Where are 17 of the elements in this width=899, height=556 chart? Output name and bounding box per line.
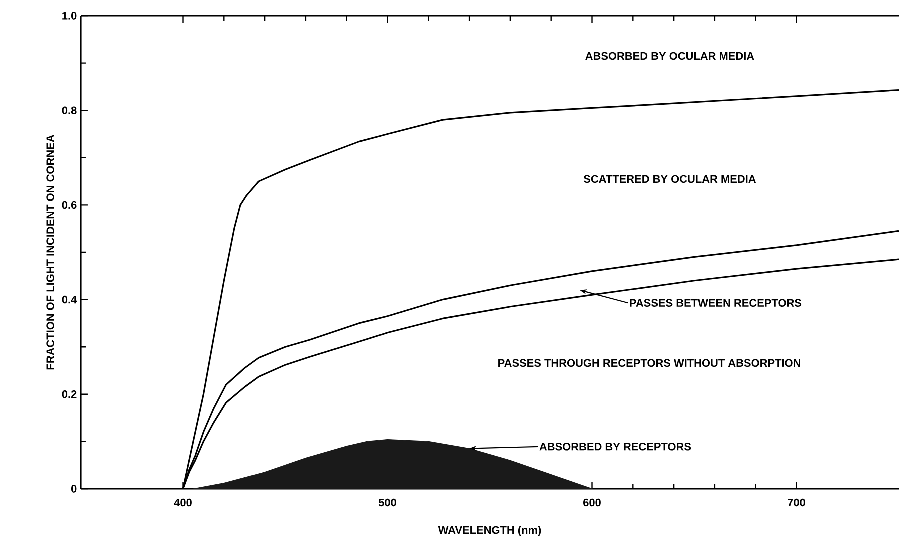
annotation: ABSORBED BY OCULAR MEDIA xyxy=(586,52,754,60)
y-tick-label: 0.2 xyxy=(62,390,77,398)
y-tick-label: 0 xyxy=(71,485,77,493)
annotation: SCATTERED BY OCULAR MEDIA xyxy=(584,175,756,184)
x-axis-title: WAVELENGTH (nm) xyxy=(438,526,542,536)
y-tick-label: 0.8 xyxy=(62,106,77,114)
annotation: PASSES BETWEEN RECEPTORS xyxy=(630,299,802,307)
y-tick-label: 1.0 xyxy=(62,12,77,20)
x-tick-label: 700 xyxy=(788,498,806,507)
x-tick-label: 500 xyxy=(378,498,396,507)
x-tick-label: 400 xyxy=(174,498,192,507)
x-tick-label: 600 xyxy=(584,498,601,507)
y-axis-title: FRACTION OF LIGHT INCIDENT ON CORNEA xyxy=(46,134,54,370)
y-tick-label: 0.4 xyxy=(62,296,78,304)
annotation: PASSES THROUGH RECEPTORS WITHOUT ABSORPTION xyxy=(498,359,800,368)
annotation: ABSORBED BY RECEPTORS xyxy=(540,443,692,451)
y-tick-label: 0.6 xyxy=(62,201,77,210)
